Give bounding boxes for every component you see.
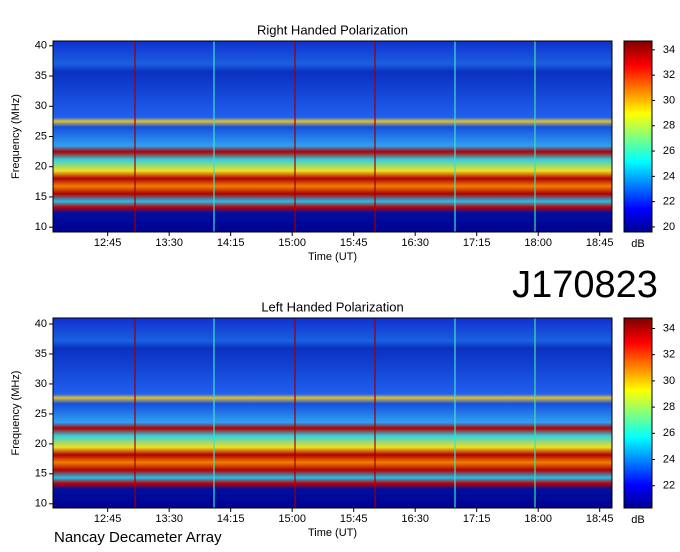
x-tick-label: 13:30: [155, 513, 183, 525]
x-tick-label: 16:30: [401, 237, 429, 249]
colorbar-tick-label: 26: [663, 145, 675, 157]
plot-title: Right Handed Polarization: [257, 22, 408, 37]
colorbar-label: dB: [631, 514, 644, 526]
y-tick-label: 25: [35, 130, 47, 142]
y-tick-label: 10: [35, 221, 47, 233]
x-tick-label: 18:00: [524, 513, 552, 525]
y-axis-label: Frequency (MHz): [10, 371, 22, 456]
colorbar-tick-label: 20: [663, 221, 675, 233]
y-tick-label: 35: [35, 348, 47, 360]
colorbar-tick-label: 30: [663, 94, 675, 106]
colorbar-tick-label: 24: [663, 170, 675, 182]
colorbar-tick-label: 32: [663, 349, 675, 361]
colorbar-tick-label: 30: [663, 375, 675, 387]
colorbar-tick-label: 28: [663, 401, 675, 413]
colorbar: [623, 40, 653, 233]
x-tick-label: 13:30: [155, 237, 183, 249]
y-axis-label: Frequency (MHz): [10, 94, 22, 179]
x-tick-label: 16:30: [401, 513, 429, 525]
colorbar-tick-label: 22: [663, 196, 675, 208]
x-tick-label: 14:15: [217, 237, 245, 249]
spectrogram: [53, 318, 612, 508]
spectrogram: [53, 41, 612, 232]
x-tick-label: 15:45: [340, 237, 368, 249]
x-axis-label: Time (UT): [308, 251, 357, 263]
y-tick-label: 40: [35, 40, 47, 52]
x-tick-label: 15:00: [278, 513, 306, 525]
y-tick-label: 40: [35, 318, 47, 330]
colorbar-tick-label: 26: [663, 427, 675, 439]
x-tick-label: 17:15: [463, 513, 491, 525]
x-tick-label: 12:45: [94, 237, 122, 249]
y-tick-label: 25: [35, 408, 47, 420]
colorbar-tick-label: 34: [663, 44, 675, 56]
plot-title: Left Handed Polarization: [261, 299, 403, 314]
colorbar-tick-label: 24: [663, 453, 675, 465]
colorbar-tick-label: 34: [663, 322, 675, 334]
x-tick-label: 18:45: [586, 513, 614, 525]
y-tick-label: 10: [35, 498, 47, 510]
colorbar-tick-label: 28: [663, 120, 675, 132]
colorbar-tick-label: 32: [663, 69, 675, 81]
x-tick-label: 17:15: [463, 237, 491, 249]
x-tick-label: 18:00: [524, 237, 552, 249]
x-tick-label: 12:45: [94, 513, 122, 525]
colorbar: [623, 317, 653, 509]
colorbar-label: dB: [631, 238, 644, 250]
colorbar-tick-label: 22: [663, 480, 675, 492]
x-tick-label: 15:45: [340, 513, 368, 525]
y-tick-label: 35: [35, 70, 47, 82]
y-tick-label: 30: [35, 378, 47, 390]
footer: Nancay Decameter Array: [54, 529, 222, 546]
x-tick-label: 15:00: [278, 237, 306, 249]
x-axis-label: Time (UT): [308, 527, 357, 539]
y-tick-label: 15: [35, 191, 47, 203]
x-tick-label: 14:15: [217, 513, 245, 525]
y-tick-label: 20: [35, 161, 47, 173]
y-tick-label: 30: [35, 100, 47, 112]
y-tick-label: 20: [35, 438, 47, 450]
y-tick-label: 15: [35, 468, 47, 480]
plot-frame: [52, 317, 613, 509]
x-tick-label: 18:45: [586, 237, 614, 249]
source-id: J170823: [512, 264, 658, 306]
